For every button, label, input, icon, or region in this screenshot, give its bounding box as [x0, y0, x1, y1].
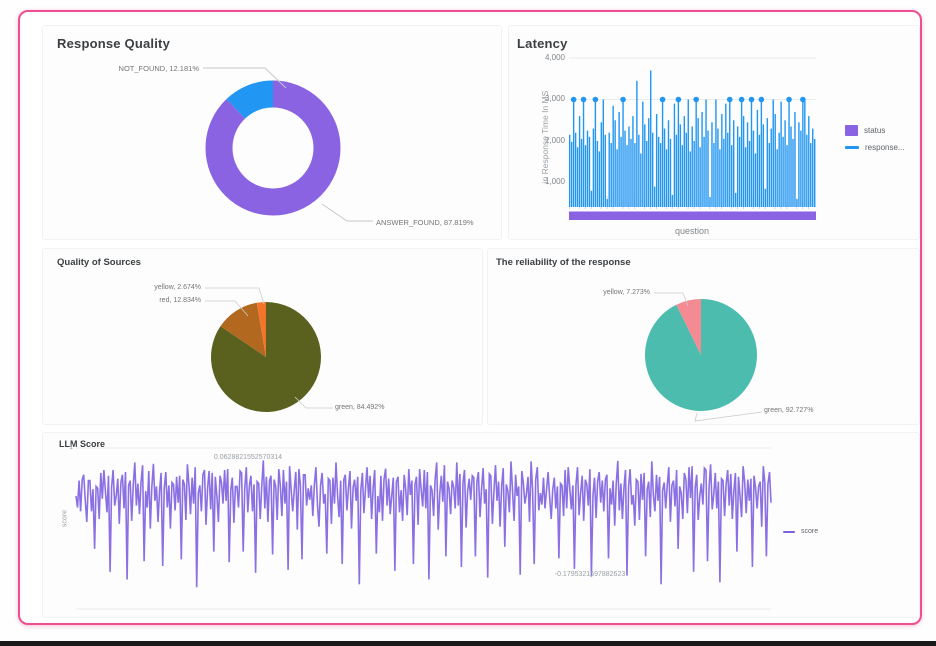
llm-score-ytick-1: 1	[69, 444, 73, 451]
sources-callout-yellow: yellow, 2.674%	[154, 284, 201, 291]
donut-callout-not-found: NOT_FOUND, 12.181%	[118, 64, 199, 73]
latency-card: Latency 4,000 3,000 2,000 1,000 in Respo…	[508, 25, 920, 240]
donut-callout-answer-found: ANSWER_FOUND, 87.819%	[376, 218, 474, 227]
latency-title: Latency	[517, 36, 568, 51]
latency-ytick-3000: 3,000	[544, 94, 565, 103]
llm-score-max-annotation: 0.0628821552570314	[213, 454, 283, 461]
latency-y-axis-label: in Response Time In MS	[540, 90, 550, 184]
legend-label-score: score	[801, 528, 819, 535]
bottom-window-bar	[0, 641, 936, 646]
legend-item-score[interactable]: score	[783, 528, 818, 535]
sources-callout-red: red, 12.834%	[159, 297, 201, 304]
quality-of-sources-title: Quality of Sources	[57, 257, 141, 268]
latency-ytick-2000: 2,000	[544, 136, 565, 145]
legend-label-status: status	[864, 126, 886, 135]
reliability-callout-green: green, 92.727%	[764, 407, 814, 414]
llm-score-legend: score	[783, 528, 818, 535]
legend-item-status[interactable]: status	[845, 125, 905, 136]
reliability-card: The reliability of the response yellow, …	[487, 248, 920, 425]
response-quality-card: Response Quality NOT_FOUND, 12.181% ANSW…	[42, 25, 502, 240]
latency-ytick-4000: 4,000	[544, 53, 565, 62]
response-quality-title: Response Quality	[57, 36, 171, 51]
latency-ytick-1000: 1,000	[544, 177, 565, 186]
sources-callout-green: green, 84.492%	[335, 404, 385, 411]
latency-bar-chart[interactable]	[509, 26, 921, 241]
quality-of-sources-pie-chart[interactable]	[43, 249, 484, 426]
legend-label-response: response...	[865, 143, 905, 152]
latency-x-axis-label: question	[674, 226, 710, 236]
score-swatch-icon	[783, 530, 795, 533]
llm-score-card: LLM Score 1 score 0.0628821552570314 -0.…	[42, 432, 920, 618]
status-swatch-icon	[845, 125, 858, 136]
reliability-title: The reliability of the response	[496, 257, 631, 268]
reliability-callout-yellow: yellow, 7.273%	[603, 289, 650, 296]
response-quality-donut-chart[interactable]	[43, 26, 503, 241]
reliability-pie-chart[interactable]	[488, 249, 921, 426]
response-swatch-icon	[845, 146, 859, 149]
legend-item-response[interactable]: response...	[845, 143, 905, 152]
llm-score-line-chart[interactable]	[43, 433, 921, 619]
latency-legend: status response...	[845, 125, 905, 152]
llm-score-y-axis-label: score	[61, 509, 69, 528]
quality-of-sources-card: Quality of Sources yellow, 2.674% red, 1…	[42, 248, 483, 425]
llm-score-title: LLM Score	[59, 439, 106, 449]
llm-score-min-annotation: -0.1795321697882623	[554, 571, 626, 578]
